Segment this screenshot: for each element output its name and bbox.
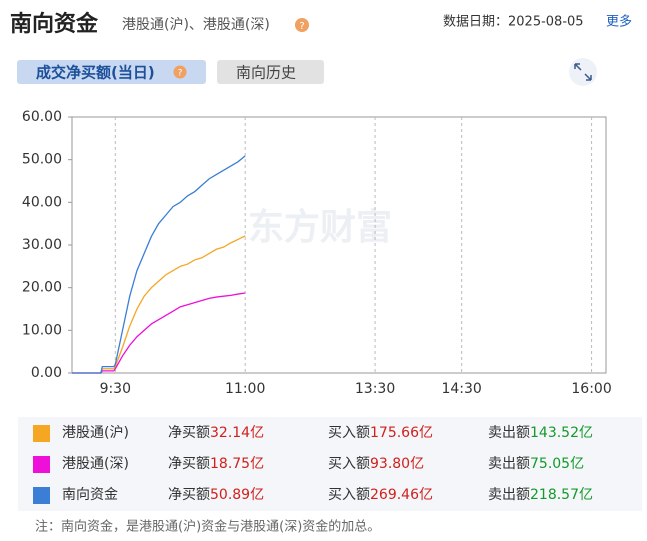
tab-label[interactable]: 南向历史	[236, 64, 296, 82]
sell-value: 218.57亿	[530, 487, 593, 503]
watermark: 东方财富	[248, 206, 392, 248]
series-line	[72, 155, 246, 374]
x-tick-label: 14:30	[441, 381, 481, 397]
sell-value: 75.05亿	[530, 456, 584, 472]
net-cell: 净买额18.75亿	[168, 456, 264, 472]
legend-swatch	[33, 456, 50, 473]
subtitle: 港股通(沪)、港股通(深)	[122, 17, 270, 33]
y-tick-label: 50.00	[22, 152, 62, 168]
buy-cell: 买入额93.80亿	[328, 456, 424, 472]
net-label: 净买额	[168, 487, 210, 503]
buy-value: 269.46亿	[370, 487, 433, 503]
expand-button[interactable]	[569, 58, 597, 86]
x-tick-label: 9:30	[100, 381, 131, 397]
x-tick-label: 11:00	[225, 381, 265, 397]
series-line	[72, 235, 246, 374]
net-value: 32.14亿	[210, 425, 264, 441]
help-icon-mark: ?	[178, 69, 183, 79]
legend-label: 港股通(深)	[62, 456, 129, 472]
legend-label: 南向资金	[62, 487, 118, 503]
y-tick-label: 20.00	[22, 280, 62, 296]
net-cell: 净买额50.89亿	[168, 487, 264, 503]
tab-label[interactable]: 成交净买额(当日)	[36, 64, 155, 82]
sell-label: 卖出额	[488, 425, 530, 441]
legend-swatch	[33, 425, 50, 442]
tab-active[interactable]	[17, 60, 206, 84]
sell-value: 143.52亿	[530, 425, 593, 441]
buy-value: 93.80亿	[370, 456, 424, 472]
help-icon-mark: ?	[299, 21, 304, 32]
sell-label: 卖出额	[488, 487, 530, 503]
page-title: 南向资金	[10, 11, 99, 37]
more-link[interactable]: 更多	[606, 14, 632, 30]
summary-table	[18, 417, 642, 511]
net-label: 净买额	[168, 425, 210, 441]
y-tick-label: 40.00	[22, 194, 62, 210]
sell-cell: 卖出额75.05亿	[488, 456, 584, 472]
x-tick-label: 16:00	[571, 381, 611, 397]
buy-value: 175.66亿	[370, 425, 433, 441]
net-value: 50.89亿	[210, 487, 264, 503]
buy-cell: 买入额269.46亿	[328, 487, 433, 503]
sell-label: 卖出额	[488, 456, 530, 472]
help-icon[interactable]	[173, 65, 187, 79]
sell-cell: 卖出额143.52亿	[488, 425, 593, 441]
expand-icon	[574, 63, 592, 81]
buy-cell: 买入额175.66亿	[328, 425, 433, 441]
x-tick-label: 13:30	[355, 381, 395, 397]
help-icon[interactable]	[295, 18, 309, 32]
buy-label: 买入额	[328, 425, 370, 441]
y-tick-label: 0.00	[31, 365, 62, 381]
net-value: 18.75亿	[210, 456, 264, 472]
data-date: 数据日期：2025-08-05	[443, 15, 584, 30]
y-tick-label: 60.00	[22, 109, 62, 125]
tab[interactable]	[217, 60, 324, 84]
legend-label: 港股通(沪)	[62, 425, 129, 441]
footnote: 注：南向资金，是港股通(沪)资金与港股通(深)资金的加总。	[35, 519, 380, 535]
y-tick-label: 10.00	[22, 322, 62, 338]
buy-label: 买入额	[328, 456, 370, 472]
net-cell: 净买额32.14亿	[168, 425, 264, 441]
legend-swatch	[33, 487, 50, 504]
y-tick-label: 30.00	[22, 237, 62, 253]
buy-label: 买入额	[328, 487, 370, 503]
net-label: 净买额	[168, 456, 210, 472]
sell-cell: 卖出额218.57亿	[488, 487, 593, 503]
series-line	[72, 292, 246, 374]
